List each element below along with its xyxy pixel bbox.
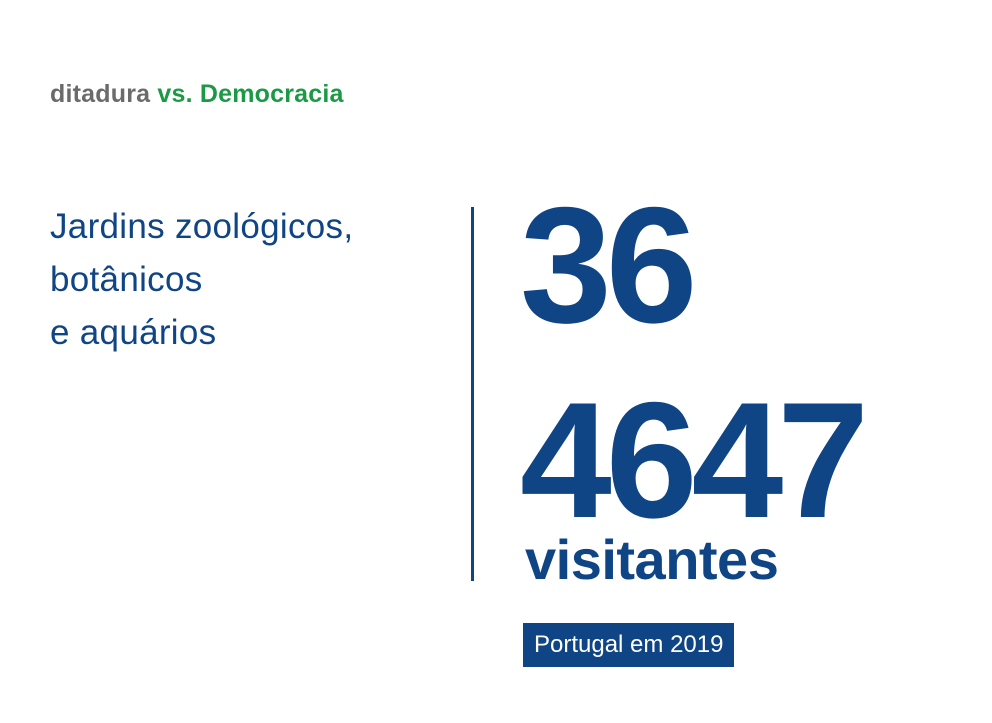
visitors-number: 4647 [520, 368, 869, 552]
header-part-ditadura: ditadura [50, 80, 151, 108]
subject-line: e aquários [50, 313, 217, 352]
source-badge: Portugal em 2019 [523, 623, 735, 667]
subject-line: Jardins zoológicos, [50, 207, 354, 246]
subject-line: botânicos [50, 260, 203, 299]
header-title: ditadura vs. Democracia [50, 80, 344, 109]
count-number: 36 [520, 173, 698, 357]
header-part-democracia: vs. Democracia [157, 80, 344, 108]
subject-heading: Jardins zoológicos, botânicos e aquários [50, 200, 353, 359]
vertical-divider [471, 207, 474, 581]
visitors-label: visitantes [525, 528, 779, 591]
